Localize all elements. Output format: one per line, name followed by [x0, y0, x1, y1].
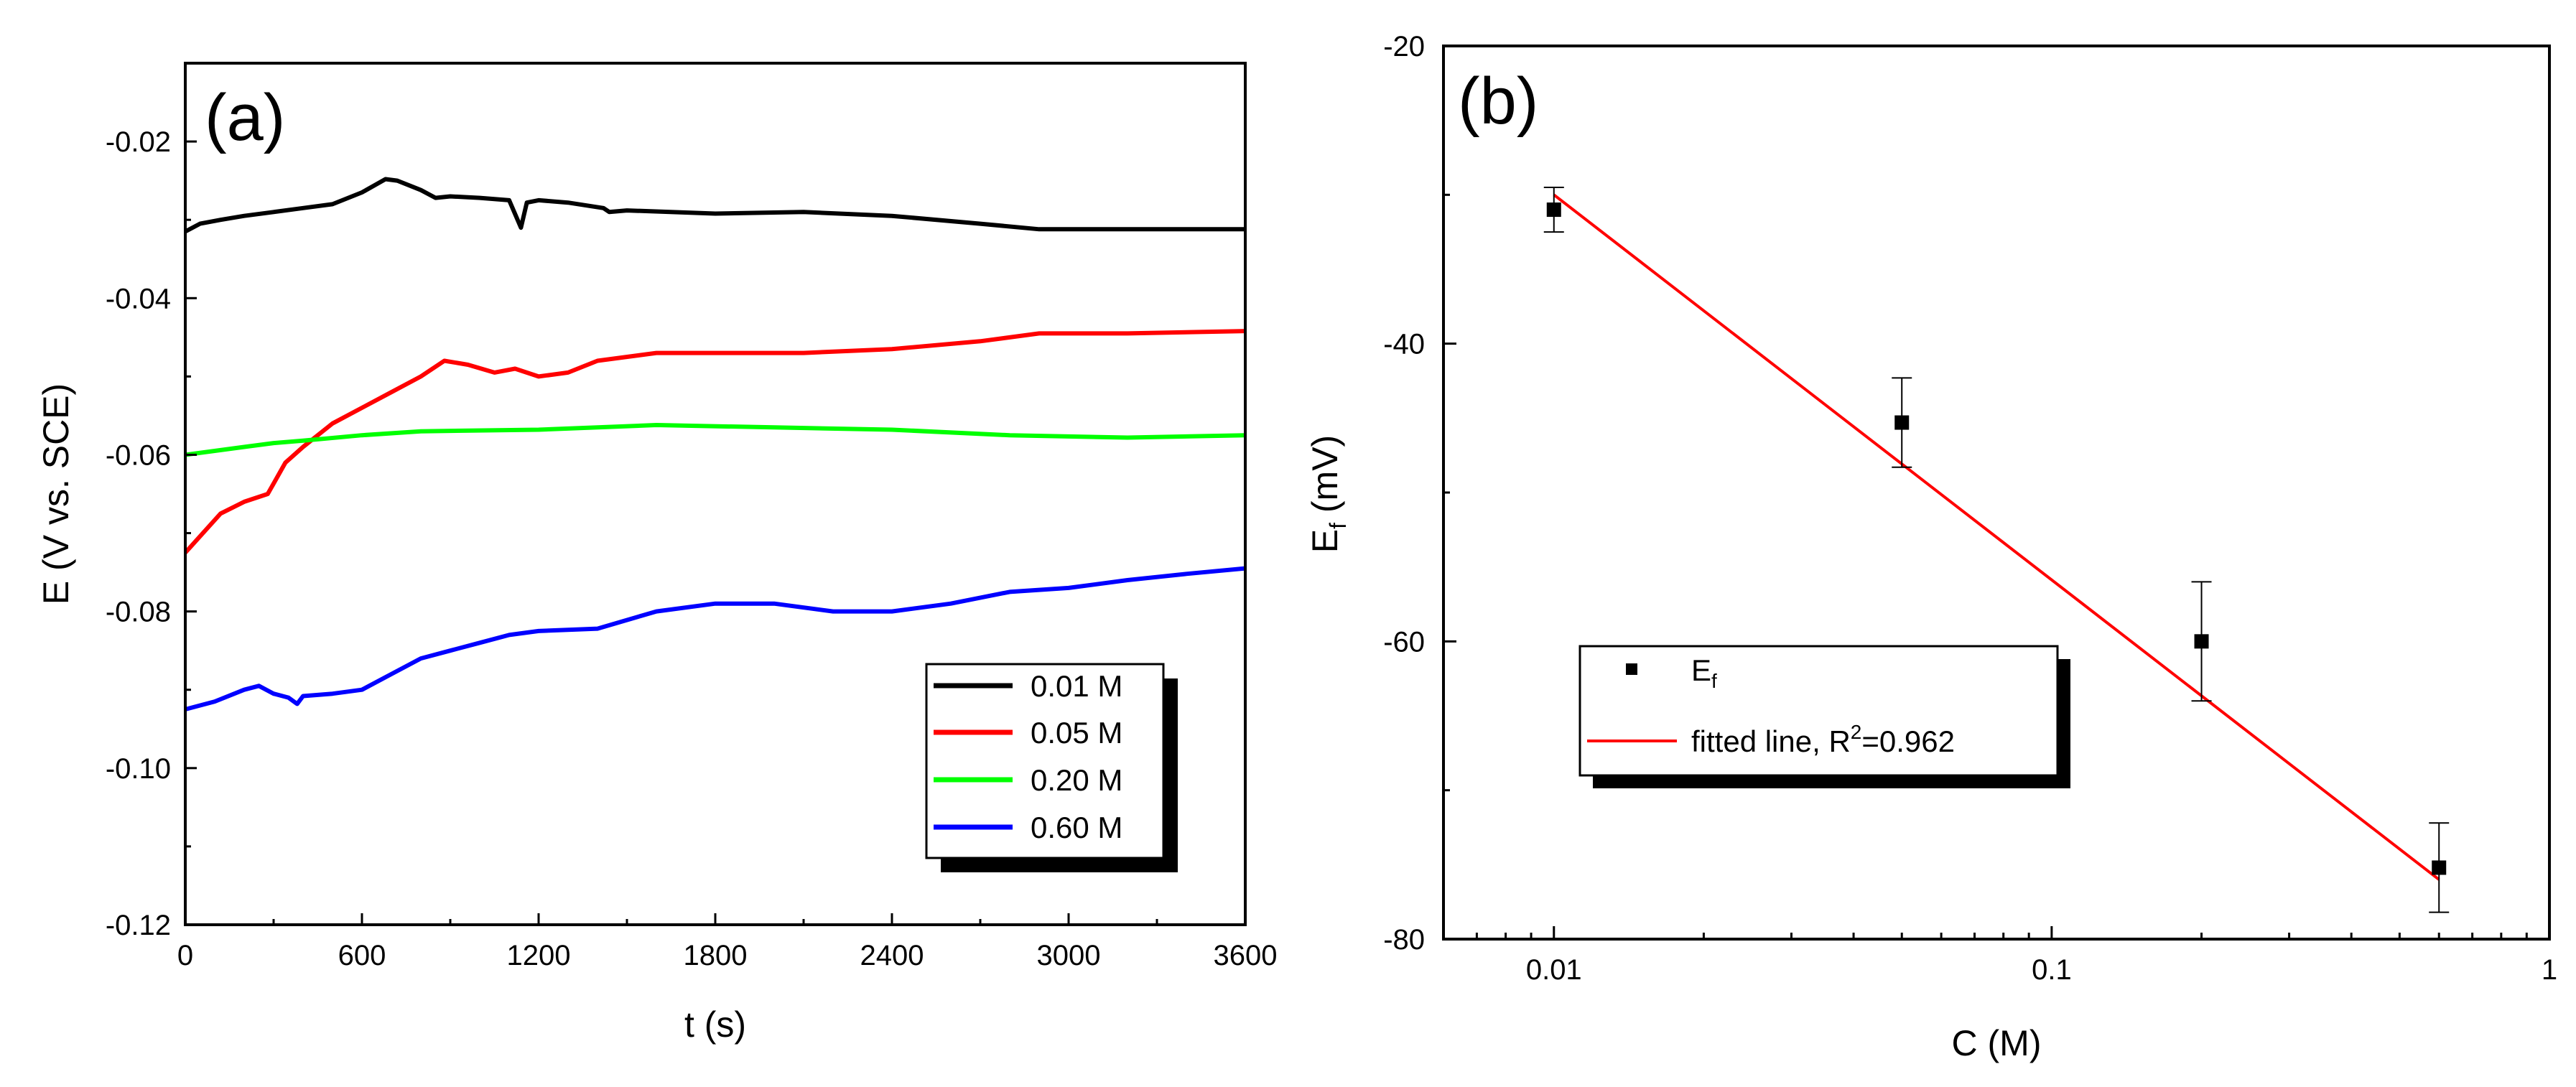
x-tick-label: 0.1 — [2032, 954, 2072, 986]
legend-label-0-60m: 0.60 M — [1031, 811, 1122, 844]
x-tick-label: 600 — [338, 940, 386, 971]
legend-label-fit-main: fitted line, R — [1691, 724, 1851, 758]
data-point — [2432, 860, 2447, 875]
panel-a: 0 600 1200 1800 2400 3000 3600 -0.12 -0.10 -0.08… — [36, 62, 1278, 1045]
y-tick-label: -80 — [1383, 924, 1425, 956]
legend-label-ef-main: E — [1691, 653, 1711, 687]
data-point — [1894, 415, 1910, 430]
panel-b-fit — [1553, 193, 2440, 881]
panel-a-y-axis-title: E (V vs. SCE) — [36, 383, 76, 605]
panel-b-points — [1543, 186, 2450, 913]
y-tick-label: -60 — [1383, 626, 1425, 658]
legend-label-0-01m: 0.01 M — [1031, 669, 1122, 703]
panel-b-label: (b) — [1458, 65, 1538, 138]
legend-label-fit-sup: 2 — [1851, 721, 1862, 743]
y-tick-label: -0.02 — [106, 126, 171, 158]
panel-b-y-axis-title: Ef (mV) — [1305, 435, 1351, 553]
y-tick-label: -0.10 — [106, 753, 171, 785]
panel-a-legend: 0.01 M 0.05 M 0.20 M 0.60 M — [925, 663, 1178, 872]
panel-b-x-ticks: 0.01 0.1 1 — [1475, 926, 2557, 986]
panel-a-x-axis-title: t (s) — [684, 1004, 746, 1045]
legend-label-0-05m: 0.05 M — [1031, 716, 1122, 750]
x-tick-label: 0 — [177, 940, 193, 971]
panel-b-y-axis-title-main: E — [1305, 529, 1345, 553]
legend-label-ef: Ef — [1691, 653, 1717, 692]
series-line-0-60-m — [185, 566, 1246, 712]
y-tick-label: -0.04 — [106, 283, 171, 314]
data-point — [2194, 634, 2209, 649]
data-point — [1546, 202, 1561, 218]
panel-b: 0.01 0.1 1 -80-60-40-20 (b) C (M) Ef (mV) … — [1305, 31, 2557, 1063]
panel-b-y-axis-title-sub: f — [1325, 523, 1351, 529]
panel-a-y-ticks: -0.12 -0.10 -0.08 -0.06 -0.04 -0.02 — [106, 62, 197, 941]
panel-a-series — [183, 177, 1246, 712]
panel-b-plot-frame — [1442, 45, 2551, 941]
x-tick-label: 1800 — [684, 940, 748, 971]
x-tick-label: 1 — [2542, 954, 2557, 986]
panel-a-x-ticks: 0 600 1200 1800 2400 3000 3600 — [177, 913, 1278, 971]
legend-label-0-20m: 0.20 M — [1031, 763, 1122, 797]
panel-b-legend: Ef fitted line, R2=0.962 — [1578, 645, 2070, 788]
x-tick-label: 3600 — [1214, 940, 1278, 971]
panel-b-y-axis-title-unit: (mV) — [1305, 435, 1345, 523]
fitted-line — [1553, 193, 2440, 881]
legend-marker-ef — [1626, 663, 1637, 675]
x-tick-label: 2400 — [860, 940, 924, 971]
y-tick-label: -0.06 — [106, 439, 171, 471]
y-tick-label: -0.08 — [106, 597, 171, 628]
x-tick-label: 1200 — [507, 940, 571, 971]
series-line-0-05-m — [183, 329, 1246, 554]
y-tick-label: -20 — [1383, 31, 1425, 62]
y-tick-label: -40 — [1383, 329, 1425, 360]
series-line-0-20-m — [185, 423, 1246, 457]
legend-label-fit-tail: =0.962 — [1861, 724, 1955, 758]
legend-label-fitted-line: fitted line, R2=0.962 — [1691, 721, 1955, 758]
y-tick-label: -0.12 — [106, 910, 171, 941]
series-line-0-01-m — [184, 177, 1245, 234]
panel-a-label: (a) — [205, 81, 285, 154]
x-tick-label: 3000 — [1037, 940, 1101, 971]
panel-b-legend-box — [1578, 645, 2059, 777]
panel-b-y-ticks: -80 -60 -40 -20 — [1383, 31, 1456, 956]
x-tick-label: 0.01 — [1526, 954, 1582, 986]
legend-label-ef-sub: f — [1711, 670, 1717, 692]
panel-b-x-axis-title: C (M) — [1952, 1023, 2042, 1063]
